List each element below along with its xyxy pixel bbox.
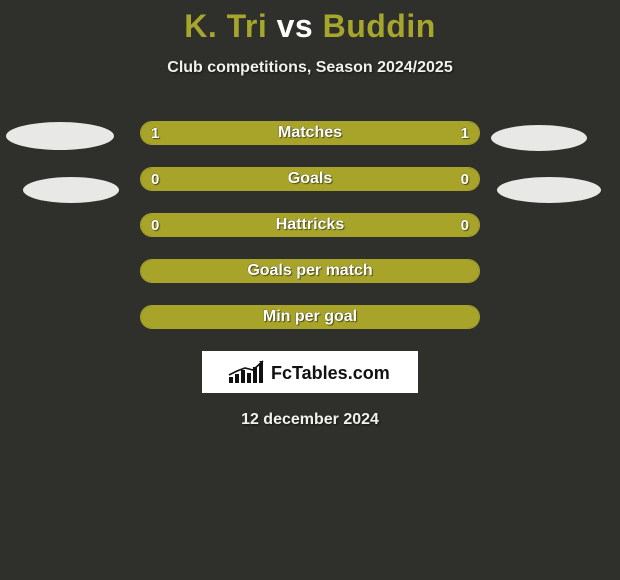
player1-name: K. Tri — [184, 8, 267, 44]
avatar-ellipse — [23, 177, 119, 203]
stat-row: 00Hattricks — [140, 213, 480, 237]
avatar-ellipse — [491, 125, 587, 151]
stat-rows: 11Matches 00Goals 00Hattricks Goals per mat… — [0, 121, 620, 329]
stat-label: Min per goal — [141, 306, 479, 328]
footer-date: 12 december 2024 — [0, 411, 620, 429]
subtitle: Club competitions, Season 2024/2025 — [0, 59, 620, 77]
stat-row: Min per goal — [140, 305, 480, 329]
svg-text:FcTables.com: FcTables.com — [271, 363, 390, 383]
stat-label: Goals — [141, 168, 479, 190]
stat-row: 11Matches — [140, 121, 480, 145]
stat-label: Hattricks — [141, 214, 479, 236]
stat-label: Goals per match — [141, 260, 479, 282]
fctables-logo: FcTables.com — [202, 351, 418, 393]
stat-label: Matches — [141, 122, 479, 144]
avatar-ellipse — [6, 122, 114, 150]
stat-row: 00Goals — [140, 167, 480, 191]
player2-name: Buddin — [323, 8, 436, 44]
avatar-ellipse — [497, 177, 601, 203]
page-title: K. Tri vs Buddin — [0, 0, 620, 45]
title-vs: vs — [277, 8, 314, 44]
stat-row: Goals per match — [140, 259, 480, 283]
